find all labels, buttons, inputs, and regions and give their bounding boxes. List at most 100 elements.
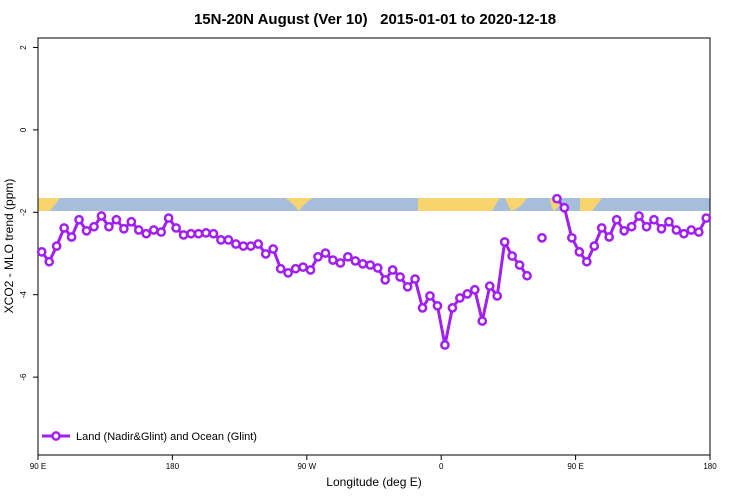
data-point: [425, 291, 435, 301]
data-point: [387, 265, 398, 275]
data-point: [141, 228, 152, 239]
data-point: [186, 228, 196, 239]
data-point: [484, 281, 495, 291]
data-point: [447, 303, 458, 313]
data-point: [552, 193, 562, 204]
chart-title: 15N-20N August (Ver 10) 2015-01-01 to 20…: [194, 11, 556, 28]
data-point: [245, 241, 256, 251]
y-tick-label: -4: [19, 291, 28, 299]
data-point: [133, 225, 144, 235]
data-point: [395, 272, 405, 282]
data-point: [260, 249, 271, 259]
legend-label: Land (Nadir&Glint) and Ocean (Glint): [76, 431, 257, 443]
y-tick-label: -6: [19, 373, 28, 381]
data-point: [126, 216, 137, 227]
data-point: [283, 268, 293, 278]
data-point: [693, 227, 704, 237]
data-point: [328, 255, 338, 265]
data-point: [51, 241, 62, 251]
x-tick-label: 180: [166, 462, 180, 471]
series-line: [40, 197, 708, 347]
data-point: [402, 282, 413, 292]
data-point: [320, 248, 331, 258]
data-point: [231, 239, 241, 249]
data-point: [372, 263, 383, 273]
y-tick-label: -2: [19, 208, 28, 216]
data-point: [671, 225, 682, 235]
data-point: [119, 223, 129, 234]
data-point: [641, 221, 652, 232]
data-point: [216, 235, 226, 245]
data-point: [574, 247, 585, 257]
data-point: [604, 232, 615, 242]
data-point: [380, 275, 391, 285]
data-point: [111, 214, 122, 225]
x-tick-label: 90 E: [567, 462, 583, 471]
x-tick-label: 90 W: [297, 462, 316, 471]
x-tick-label: 0: [439, 462, 444, 471]
x-axis-label: Longitude (deg E): [326, 475, 421, 489]
data-point: [619, 225, 629, 236]
y-tick-label: 0: [19, 127, 28, 132]
data-point: [522, 270, 532, 281]
data-point: [313, 251, 323, 262]
data-point: [253, 239, 264, 249]
data-point: [567, 232, 577, 243]
data-point: [589, 241, 600, 251]
data-point: [499, 237, 510, 247]
data-point: [350, 256, 361, 266]
data-point: [432, 300, 443, 311]
data-point: [335, 258, 346, 268]
data-point: [477, 316, 488, 326]
data-point: [59, 223, 69, 233]
data-point: [417, 303, 428, 313]
data-point: [275, 263, 286, 274]
data-point: [492, 291, 503, 301]
data-point: [66, 232, 77, 242]
data-point: [410, 274, 420, 284]
data-point: [581, 256, 592, 267]
data-point: [148, 225, 159, 235]
data-point: [679, 228, 689, 239]
y-tick-label: 2: [19, 45, 28, 50]
data-point: [305, 265, 316, 275]
data-point: [507, 251, 517, 261]
x-tick-label: 90 E: [30, 462, 46, 471]
data-point: [44, 256, 55, 267]
legend: Land (Nadir&Glint) and Ocean (Glint): [42, 431, 257, 443]
data-point: [559, 202, 570, 213]
data-point: [343, 251, 353, 262]
data-point: [171, 223, 181, 233]
data-point: [36, 247, 47, 257]
data-point: [514, 260, 525, 270]
data-point: [626, 221, 637, 232]
data-point: [664, 216, 674, 227]
map-strip: [38, 198, 710, 211]
data-point: [611, 214, 622, 225]
data-point: [74, 214, 84, 225]
data-point: [656, 223, 667, 234]
data-point: [298, 262, 308, 272]
data-point: [634, 211, 644, 221]
data-point: [469, 284, 480, 295]
data-point: [201, 228, 211, 238]
data-point: [365, 260, 376, 270]
data-point: [701, 213, 712, 223]
data-point: [96, 211, 107, 221]
data-point: [537, 232, 547, 243]
data-point: [440, 340, 450, 350]
x-tick-label: 180: [703, 462, 717, 471]
data-point: [104, 221, 114, 232]
data-point: [81, 225, 92, 236]
legend-marker: [51, 431, 61, 441]
data-point: [596, 223, 607, 233]
data-point: [357, 258, 368, 269]
data-point: [163, 213, 174, 223]
data-point: [455, 293, 465, 303]
data-point: [178, 230, 189, 240]
data-point: [462, 289, 473, 299]
data-point: [238, 241, 249, 251]
data-point: [156, 227, 167, 237]
data-point: [290, 263, 301, 274]
